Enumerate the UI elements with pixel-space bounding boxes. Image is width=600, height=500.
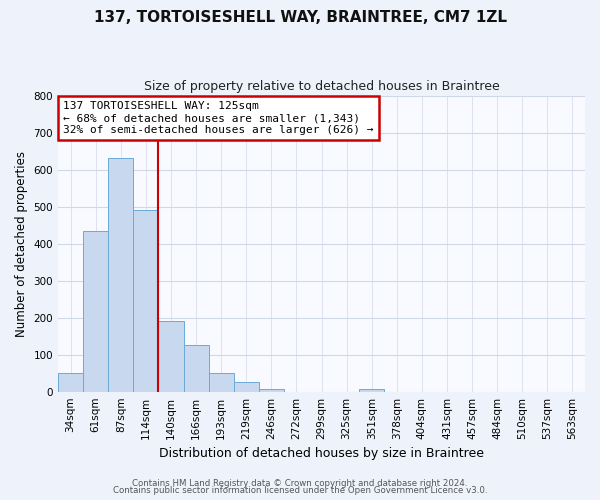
Bar (108, 158, 133, 392)
Text: 137 TORTOISESHELL WAY: 125sqm
← 68% of detached houses are smaller (1,343)
32% o: 137 TORTOISESHELL WAY: 125sqm ← 68% of d… (64, 102, 374, 134)
Bar (209, 373, 233, 392)
Title: Size of property relative to detached houses in Braintree: Size of property relative to detached ho… (143, 80, 499, 93)
Bar (259, 388, 284, 392)
Text: 137, TORTOISESHELL WAY, BRAINTREE, CM7 1ZL: 137, TORTOISESHELL WAY, BRAINTREE, CM7 1… (94, 10, 506, 25)
Bar (359, 388, 384, 392)
Bar (233, 382, 259, 392)
Y-axis label: Number of detached properties: Number of detached properties (15, 150, 28, 336)
Bar (58, 373, 83, 392)
Bar (83, 230, 108, 392)
Bar (158, 320, 184, 392)
Text: Contains HM Land Registry data © Crown copyright and database right 2024.: Contains HM Land Registry data © Crown c… (132, 478, 468, 488)
Text: Contains public sector information licensed under the Open Government Licence v3: Contains public sector information licen… (113, 486, 487, 495)
Bar (133, 210, 158, 392)
Bar (184, 346, 209, 392)
X-axis label: Distribution of detached houses by size in Braintree: Distribution of detached houses by size … (159, 447, 484, 460)
